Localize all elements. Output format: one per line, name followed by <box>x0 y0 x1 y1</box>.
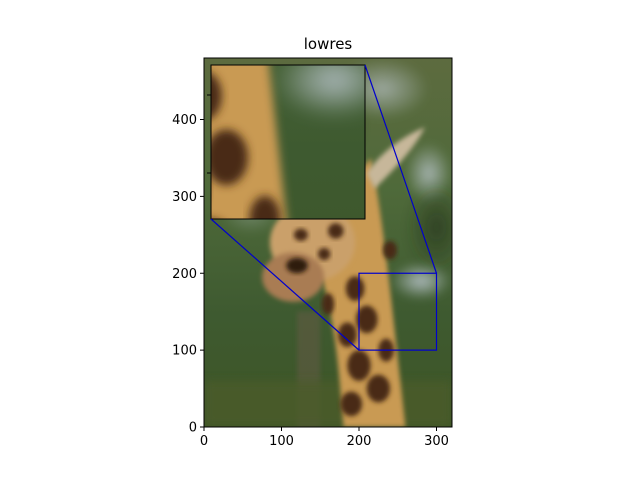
zoom-connector-line-upper <box>364 64 438 274</box>
y-tick-label: 0 <box>189 421 197 436</box>
y-tick-label: 100 <box>172 344 197 359</box>
y-tick-label: 400 <box>172 113 197 128</box>
y-tick-label: 200 <box>172 267 197 282</box>
x-tick-label: 0 <box>200 434 208 449</box>
y-axis-ticks: 0 100 200 300 400 <box>172 113 204 436</box>
y-tick-label: 300 <box>172 190 197 205</box>
x-tick-label: 300 <box>424 434 449 449</box>
x-tick-label: 100 <box>269 434 294 449</box>
zoom-connector-line-lower <box>210 218 360 351</box>
zoom-region-indicator <box>358 272 438 351</box>
x-tick-label: 200 <box>347 434 372 449</box>
chart-title: lowres <box>304 35 353 53</box>
inset-ticks <box>207 94 211 174</box>
axes-frame <box>203 57 453 428</box>
inset-axes-frame <box>210 64 366 220</box>
x-axis-ticks: 0 100 200 300 <box>200 427 449 449</box>
